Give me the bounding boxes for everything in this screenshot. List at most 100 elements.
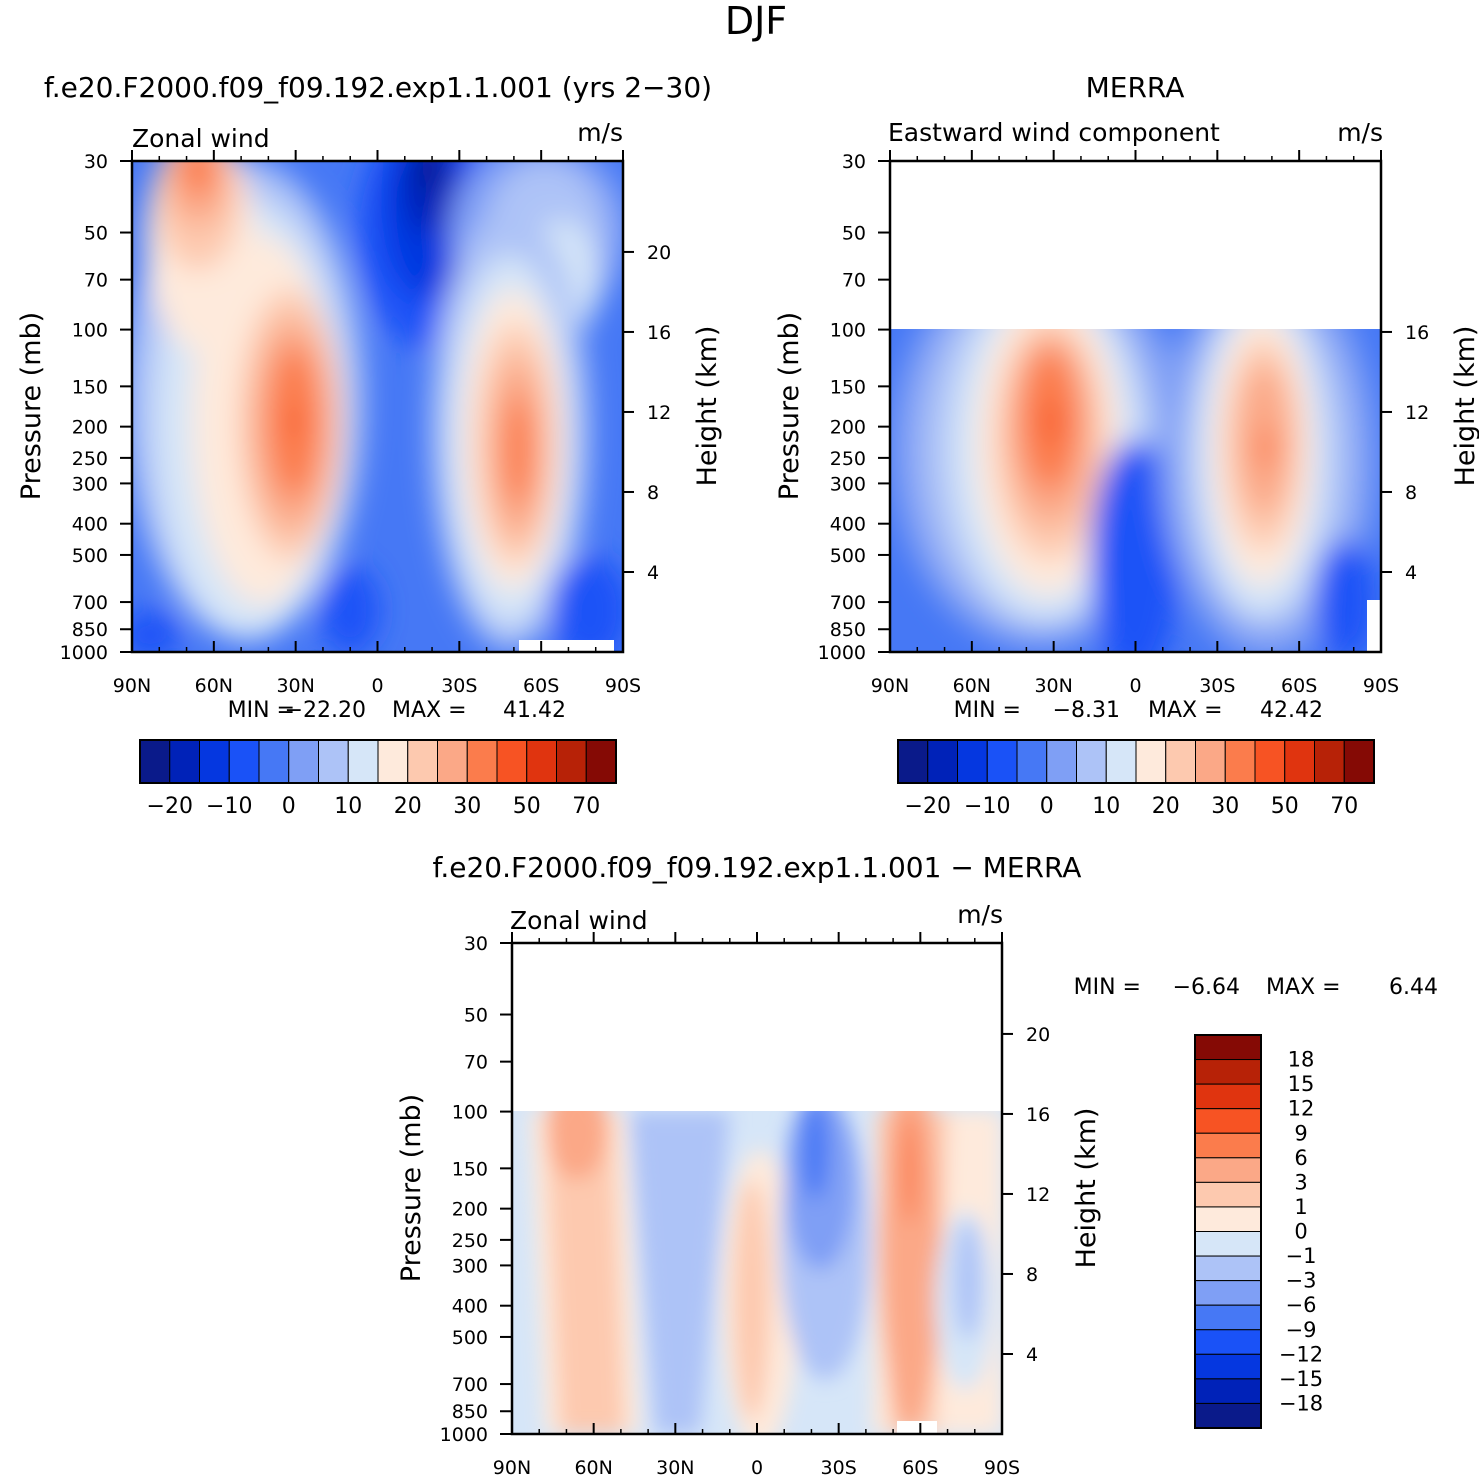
colorbar-model-swatch [258, 739, 290, 784]
colorbar-layer: −20 −10 0 10 20 30 50 70 −20 −10 0 10 20 30 50 70181512… [139, 739, 1375, 1429]
lat-tick-label: 60S [523, 675, 559, 697]
colorbar-diff-swatch [1194, 1083, 1262, 1110]
lat-tick-label: 30S [821, 1457, 857, 1479]
pressure-tick-label: 700 [72, 592, 108, 614]
lat-tick-label: 30N [656, 1457, 694, 1479]
colorbar-diff-label: 3 [1294, 1170, 1307, 1194]
panel-diff-header: f.e20.F2000.f09_f09.192.exp1.1.001 − MER… [433, 851, 1082, 884]
lat-tick-label: 90N [871, 675, 909, 697]
colorbar-merra-swatch [1343, 739, 1375, 784]
pressure-tick-label: 50 [842, 223, 866, 245]
panel-model-min-label: MIN = [228, 698, 295, 723]
panel-diff-units: m/s [957, 900, 1003, 929]
y-axis-right-title: Height (km) [1071, 1108, 1102, 1269]
colorbar-merra-swatch [927, 739, 958, 784]
pressure-tick-label: 50 [84, 223, 108, 245]
page-title: DJF [725, 0, 787, 43]
pressure-tick-label: 200 [72, 417, 108, 439]
pressure-tick-label: 700 [830, 592, 866, 614]
axes-merra: 90N 60N 30N 0 30S 60S 90S 30 50 70 100 150 200 250 300… [774, 150, 1479, 697]
colorbar-model-swatch [199, 739, 230, 784]
colorbar-model-label: 50 [513, 794, 541, 819]
colorbar-merra-label: 0 [1040, 794, 1054, 819]
colorbar-diff-swatch [1194, 1157, 1262, 1183]
colorbar-merra-label: 70 [1330, 794, 1358, 819]
panel-merra-max-value: 42.42 [1260, 698, 1323, 723]
panel-model-left-title: Zonal wind [132, 124, 270, 153]
pressure-tick-label: 1000 [60, 642, 108, 664]
pressure-tick-label: 100 [452, 1102, 488, 1124]
pressure-tick-label: 850 [452, 1401, 488, 1423]
lat-tick-label: 90N [493, 1457, 531, 1479]
colorbar-model-swatch [437, 739, 468, 784]
colorbar-merra-swatch [897, 739, 929, 784]
pressure-tick-label: 300 [830, 473, 866, 495]
pressure-tick-label: 150 [72, 376, 108, 398]
pressure-tick-label: 300 [72, 473, 108, 495]
colorbar-diff-label: −18 [1279, 1391, 1323, 1415]
pressure-tick-label: 250 [72, 448, 108, 470]
colorbar-diff-swatch [1194, 1280, 1262, 1306]
height-tick-label: 16 [1405, 322, 1429, 344]
colorbar-model-swatch [556, 739, 587, 784]
pressure-tick-label: 1000 [440, 1424, 488, 1446]
colorbar-diff-swatch [1194, 1059, 1262, 1085]
colorbar-diff-label: 0 [1294, 1220, 1307, 1244]
height-tick-label: 12 [1405, 402, 1429, 424]
colorbar-diff-frame [1194, 1034, 1262, 1429]
colorbar-model-swatch [288, 739, 319, 784]
colorbar-diff-label: 12 [1288, 1097, 1315, 1121]
lat-tick-label: 90S [605, 675, 641, 697]
pressure-tick-label: 70 [842, 270, 866, 292]
colorbar-model-swatch [496, 739, 528, 784]
colorbar-merra-swatch [1135, 739, 1167, 784]
pressure-tick-label: 30 [464, 933, 488, 955]
pressure-tick-label: 400 [72, 514, 108, 536]
colorbar-diff-swatch [1194, 1034, 1262, 1061]
y-axis-title: Pressure (mb) [396, 1094, 427, 1282]
colorbar-diff-label: 9 [1294, 1121, 1307, 1145]
colorbar-merra-swatch [1314, 739, 1345, 784]
colorbar-model: −20 −10 0 10 20 30 50 70 [139, 739, 617, 819]
colorbar-model-label: −20 [147, 794, 193, 819]
colorbar-diff-swatch [1194, 1353, 1262, 1380]
height-tick-label: 20 [647, 242, 671, 264]
colorbar-merra: −20 −10 0 10 20 30 50 70 [897, 739, 1375, 819]
colorbar-diff-swatch [1194, 1132, 1262, 1159]
panel-diff-min-label: MIN = [1074, 975, 1141, 1000]
axes-diff: 90N 60N 30N 0 30S 60S 90S 30 50 70 100 150 200 250 300… [396, 932, 1102, 1479]
axes-model: 90N 60N 30N 0 30S 60S 90S 30 50 70 100 150 200 250 300… [16, 150, 723, 697]
colorbar-diff-swatch [1194, 1378, 1262, 1404]
panel-merra-field [890, 329, 1381, 652]
panel-diff-missing [897, 1421, 937, 1434]
colorbar-diff-label: −6 [1286, 1293, 1317, 1317]
colorbar-model-swatch [169, 739, 200, 784]
colorbar-merra-swatch [1046, 739, 1077, 784]
y-axis-right-title: Height (km) [692, 326, 723, 487]
lat-tick-label: 0 [371, 675, 383, 697]
pressure-tick-label: 50 [464, 1005, 488, 1027]
pressure-tick-label: 500 [830, 545, 866, 567]
colorbar-model-swatch [377, 739, 409, 784]
pressure-tick-label: 500 [72, 545, 108, 567]
colorbar-merra-label: 50 [1271, 794, 1299, 819]
colorbar-merra-swatch [1195, 739, 1226, 784]
height-tick-label: 12 [1026, 1184, 1050, 1206]
pressure-tick-label: 150 [452, 1158, 488, 1180]
lat-tick-label: 30S [1199, 675, 1235, 697]
colorbar-model-frame [139, 739, 617, 784]
axes-layer: 90N 60N 30N 0 30S 60S 90S305070100150200250300… [16, 150, 1479, 1479]
colorbar-diff-swatch [1194, 1108, 1262, 1134]
pressure-tick-label: 400 [452, 1296, 488, 1318]
colorbar-model-label: 0 [282, 794, 296, 819]
colorbar-diff-swatch [1194, 1304, 1262, 1331]
panel-model-max-label: MAX = [392, 698, 467, 723]
colorbar-merra-label: −20 [905, 794, 951, 819]
colorbar-diff-swatch [1194, 1231, 1262, 1257]
pressure-tick-label: 500 [452, 1327, 488, 1349]
pressure-tick-label: 850 [830, 619, 866, 641]
colorbar-diff-label: 15 [1288, 1072, 1315, 1096]
panel-model-min-value: −22.20 [285, 698, 366, 723]
